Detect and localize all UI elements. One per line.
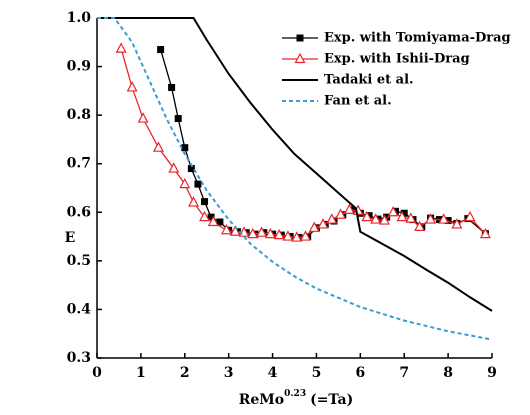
point	[179, 177, 191, 189]
point	[387, 206, 399, 217]
x-label-sup: 0.23	[284, 389, 306, 399]
legend-marker	[296, 34, 304, 42]
point	[383, 213, 391, 221]
y-axis-label: E	[65, 230, 76, 246]
x-tick-label: 8	[443, 365, 453, 381]
x-tick-label: 1	[136, 365, 146, 381]
y-tick-label: 0.6	[67, 204, 91, 220]
point	[199, 210, 211, 222]
point	[405, 212, 417, 223]
x-axis-label: ReMo0.23 (=Ta)	[239, 389, 353, 409]
point	[335, 208, 347, 219]
point	[126, 81, 138, 92]
point	[326, 213, 338, 224]
point	[256, 226, 268, 237]
point	[216, 218, 224, 226]
point	[247, 227, 259, 239]
point	[361, 210, 373, 222]
point	[207, 213, 215, 221]
series-line	[97, 17, 493, 312]
point	[229, 225, 241, 236]
point	[299, 230, 311, 241]
x-tick-label: 2	[180, 365, 190, 381]
point	[137, 112, 149, 123]
y-tick-label: 0.4	[67, 301, 92, 317]
series-line	[97, 17, 493, 341]
point	[400, 209, 408, 217]
x-tick-label: 6	[355, 365, 365, 381]
x-tick-label: 5	[312, 365, 322, 381]
y-tick-label: 1.0	[67, 10, 92, 26]
point	[273, 228, 285, 240]
point	[282, 230, 294, 241]
point	[451, 218, 463, 229]
point	[438, 213, 450, 224]
x-tick-label: 7	[399, 365, 409, 381]
point	[220, 223, 232, 235]
point	[187, 165, 195, 173]
legend-label: Exp. with Ishii-Drag	[324, 52, 470, 67]
point	[152, 141, 164, 152]
legend-label: Exp. with Tomiyama-Drag	[324, 31, 511, 46]
y-tick-label: 0.5	[67, 253, 91, 269]
point	[343, 203, 355, 214]
point	[181, 144, 189, 152]
y-tick-label: 0.3	[67, 350, 91, 366]
point	[115, 42, 127, 53]
point	[396, 210, 408, 222]
x-tick-label: 0	[92, 365, 102, 381]
point	[378, 214, 390, 225]
point	[317, 218, 329, 229]
point	[425, 213, 437, 224]
point	[291, 231, 303, 242]
point	[188, 196, 200, 207]
point	[201, 198, 209, 206]
point	[479, 227, 491, 239]
x-tick-label: 9	[487, 365, 497, 381]
point	[264, 227, 276, 239]
point	[168, 162, 180, 173]
y-tick-label: 0.9	[67, 59, 91, 75]
point	[464, 210, 476, 222]
series-line	[120, 48, 486, 239]
legend-label: Tadaki et al.	[324, 73, 414, 88]
point	[174, 115, 182, 123]
x-tick-label: 4	[268, 365, 278, 381]
x-tick-label: 3	[224, 365, 234, 381]
point	[308, 221, 320, 232]
x-label-base: ReMo	[239, 392, 284, 408]
point	[207, 215, 219, 227]
point	[370, 213, 382, 224]
x-label-suffix: (=Ta)	[310, 392, 353, 408]
point	[168, 83, 176, 91]
legend-marker	[294, 52, 306, 64]
point	[414, 220, 426, 231]
y-tick-label: 0.7	[67, 156, 91, 172]
y-tick-label: 0.8	[67, 107, 91, 123]
legend-label: Fan et al.	[324, 94, 392, 109]
point	[194, 180, 202, 188]
point	[157, 46, 165, 54]
